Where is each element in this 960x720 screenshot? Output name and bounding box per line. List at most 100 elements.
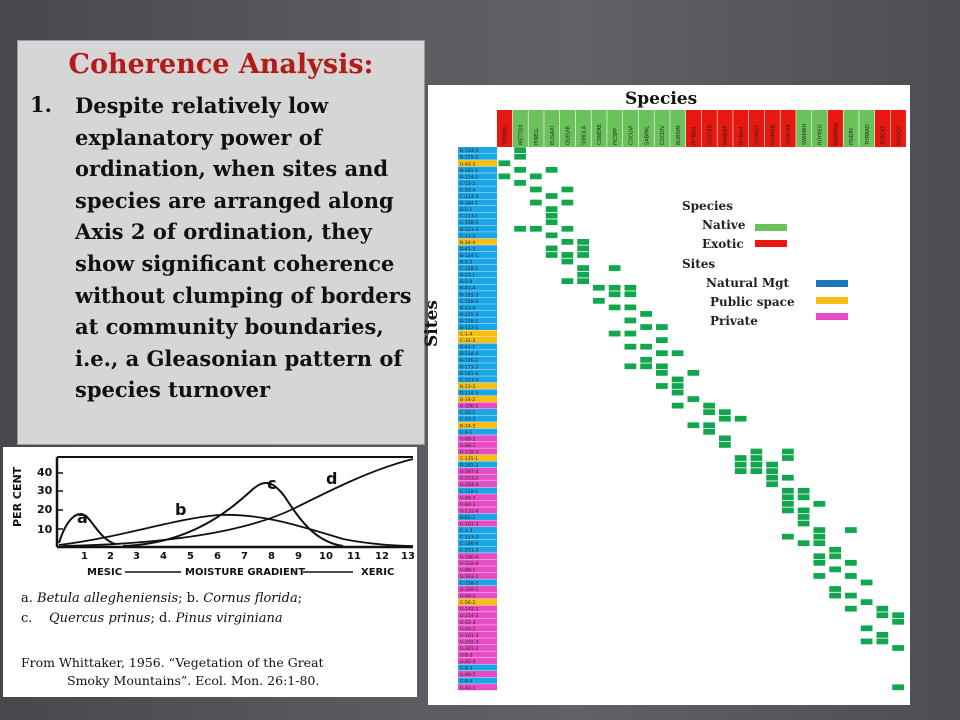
site-row-label: B-125-2 <box>460 155 478 161</box>
presence-cell <box>782 494 794 501</box>
site-row-label: C-1-3 <box>460 528 472 534</box>
species-header-cell <box>812 110 828 147</box>
presence-cell <box>608 291 621 298</box>
site-row-label: C-53-1 <box>460 410 475 416</box>
site-row-cell <box>458 592 497 599</box>
species-header-label: COCUVI <box>629 126 635 145</box>
site-row-label: U-332-3 <box>460 639 478 645</box>
presence-cell <box>545 206 558 212</box>
site-row-cell <box>458 330 497 337</box>
presence-cell <box>892 645 904 651</box>
coherence-matrix: TODAVI METTOX PINELL EUGAXI QUEVIR SIMGLA CONE… <box>458 110 906 691</box>
site-row-cell <box>458 520 497 527</box>
site-row-label: U-89-1 <box>460 672 476 678</box>
x-axis-title: MOISTURE GRADIENT <box>185 567 305 578</box>
site-row-label: B-34-3 <box>460 423 475 429</box>
site-row-label: B-184-1 <box>460 201 478 207</box>
presence-cell <box>734 455 747 461</box>
species-header-cell <box>875 110 891 147</box>
presence-cell <box>640 324 652 330</box>
site-row-label: U-88-1 <box>460 567 476 573</box>
presence-cell <box>813 533 826 540</box>
presence-cell <box>530 199 542 206</box>
presence-cell <box>845 605 857 612</box>
presence-cell <box>577 271 589 278</box>
site-row-label: U-101-3 <box>460 522 478 528</box>
legend-native-label: Native <box>702 218 746 232</box>
presence-cell <box>750 455 763 461</box>
site-row-cell <box>458 258 497 265</box>
x-tick: 3 <box>133 551 140 562</box>
presence-cell <box>876 612 889 619</box>
legend-natural-label: Natural Mgt <box>706 276 790 290</box>
site-row-label: B-41-4 <box>460 286 475 292</box>
site-row-label: B-124-1 <box>460 253 478 259</box>
site-row-cell <box>458 409 497 416</box>
presence-cell <box>608 304 621 311</box>
presence-cell <box>593 284 605 291</box>
site-row-cell <box>458 500 497 507</box>
presence-cell <box>782 455 794 461</box>
presence-cell <box>797 487 810 494</box>
legend-private-swatch <box>816 313 848 320</box>
presence-cell <box>719 435 731 442</box>
site-row-label: U-84-3 <box>460 502 476 508</box>
site-row-label: C-153-4 <box>460 377 478 383</box>
presence-cell <box>797 507 810 514</box>
presence-cell <box>498 160 511 167</box>
species-header-label: METTOX <box>518 124 524 145</box>
species-header-label: PINELL <box>534 128 540 145</box>
presence-cell <box>750 468 763 474</box>
x-tick: 10 <box>319 551 333 562</box>
site-row-cell <box>458 572 497 579</box>
presence-cell <box>671 376 684 383</box>
site-row-label: B-181-3 <box>460 292 478 298</box>
presence-cell <box>577 265 589 271</box>
site-row-label: B-5-2 <box>460 260 472 266</box>
site-row-cell <box>458 487 497 494</box>
site-row-label: B-124-3 <box>460 391 478 397</box>
species-header-cell <box>701 110 717 147</box>
presence-cell <box>514 147 526 154</box>
presence-cell <box>545 245 558 252</box>
species-header-cell <box>686 110 702 147</box>
presence-cell <box>829 546 841 553</box>
site-row-cell <box>458 310 497 317</box>
gradient-figure: PER CENT 10 20 30 40 a b c d 1 2 3 4 5 6… <box>3 447 417 697</box>
presence-cell <box>624 363 637 370</box>
presence-cell <box>845 592 857 599</box>
presence-cell <box>545 193 558 199</box>
presence-cell <box>703 422 715 429</box>
site-row-label: C-53-2 <box>460 181 475 187</box>
presence-cell <box>813 559 826 566</box>
site-row-label: B-173-3 <box>460 364 478 370</box>
site-row-cell <box>458 186 497 193</box>
site-row-cell <box>458 657 497 665</box>
site-row-cell <box>458 474 497 481</box>
presence-cell <box>703 402 715 409</box>
site-row-cell <box>458 363 497 370</box>
site-row-cell <box>458 605 497 612</box>
site-row-label: C-135-1 <box>460 456 478 462</box>
legend-exotic-swatch <box>755 240 787 247</box>
presence-cell <box>797 494 810 501</box>
site-row-label: U-101-3 <box>460 633 478 639</box>
species-header-cell <box>528 110 544 147</box>
presence-cell <box>845 527 857 533</box>
presence-cell <box>860 638 873 645</box>
presence-cell <box>782 501 794 507</box>
site-row-label: B-181-1 <box>460 168 478 174</box>
presence-cell <box>845 559 857 566</box>
site-row-cell <box>458 291 497 298</box>
site-row-cell <box>458 526 497 534</box>
presence-cell <box>892 684 904 691</box>
curve-d <box>62 458 414 547</box>
x-tick: 6 <box>214 551 221 562</box>
species-header-cell <box>560 110 576 147</box>
site-row-label: U-84-1 <box>460 594 476 600</box>
site-row-label: U-88-2 <box>460 443 476 449</box>
site-row-cell <box>458 441 497 448</box>
presence-cell <box>829 566 841 573</box>
site-row-cell <box>458 382 497 389</box>
presence-cell <box>860 625 873 632</box>
